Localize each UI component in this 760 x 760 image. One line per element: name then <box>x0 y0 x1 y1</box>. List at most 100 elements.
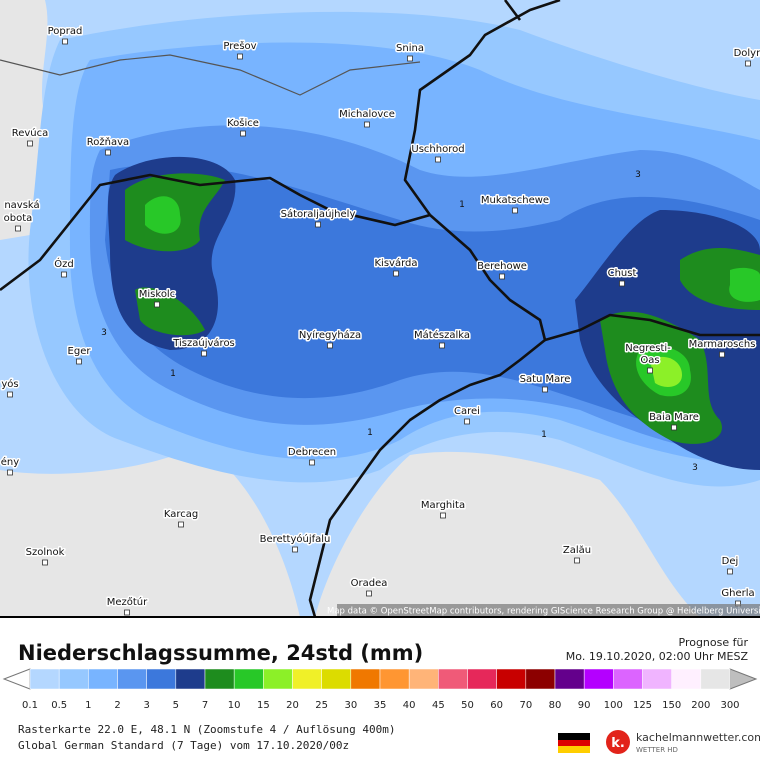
contour-label: 3 <box>692 463 698 473</box>
city-label: Michalovce <box>339 109 395 120</box>
precip-area <box>600 248 760 444</box>
colorbar-label: 1 <box>85 700 91 711</box>
city-marker <box>499 273 505 280</box>
city-marker <box>745 60 751 67</box>
colorbar-step <box>350 668 381 690</box>
city-marker <box>619 280 625 287</box>
city-marker <box>7 469 13 476</box>
city-marker <box>105 149 111 156</box>
city-marker <box>671 424 677 431</box>
tagline: WETTER HD <box>636 746 678 754</box>
colorbar-label: 5 <box>173 700 179 711</box>
city-label: Uschhorod <box>411 144 464 155</box>
city-label: Berehowe <box>477 261 527 272</box>
colorbar-label: 25 <box>315 700 328 711</box>
colorbar-step <box>583 668 614 690</box>
border <box>0 173 431 292</box>
city-label: Szolnok <box>26 547 65 558</box>
colorbar-step <box>58 668 89 690</box>
city-label: Dolyn <box>734 48 760 59</box>
colorbar-step <box>146 668 177 690</box>
contour-label: 1 <box>541 430 547 440</box>
land-no-rain <box>0 445 300 617</box>
contour-label: 1 <box>459 200 465 210</box>
city-marker <box>154 301 160 308</box>
city-label: Marmaroschs <box>689 339 756 350</box>
city-marker <box>364 121 370 128</box>
flag-stripe <box>558 740 590 746</box>
city-label: Gherla <box>721 588 754 599</box>
city-marker <box>27 140 33 147</box>
city-label: Sátoraljaújhely <box>281 208 356 220</box>
colorbar-label: 200 <box>691 700 710 711</box>
colorbar-label: 80 <box>549 700 562 711</box>
german-flag <box>558 733 590 753</box>
city-marker <box>62 38 68 45</box>
city-label: Poprad <box>48 26 83 37</box>
colorbar-step <box>642 668 672 690</box>
colorbar-step <box>175 668 206 690</box>
city-marker <box>512 207 518 214</box>
border <box>403 0 561 216</box>
city-label: Mukatschewe <box>481 195 549 206</box>
city-marker <box>727 568 733 575</box>
city-label: Tiszaújváros <box>172 337 235 349</box>
colorbar-step <box>613 668 643 690</box>
city-marker <box>124 609 130 616</box>
city-marker <box>435 156 441 163</box>
city-label: Oradea <box>351 578 388 589</box>
colorbar-step <box>292 668 322 690</box>
city-label: yós <box>1 378 18 390</box>
city-label: Satu Mare <box>520 374 571 385</box>
colorbar-step <box>321 668 352 690</box>
city-label: Oas <box>640 355 659 366</box>
colorbar-arrow <box>729 668 758 690</box>
colorbar-label: 35 <box>374 700 387 711</box>
city-marker <box>574 557 580 564</box>
city-label: Berettyóújfalu <box>260 533 331 545</box>
colorbar-label: 60 <box>490 700 503 711</box>
city-marker <box>327 342 333 349</box>
city-label: Chust <box>608 268 637 279</box>
contour-label: 1 <box>170 369 176 379</box>
logo-letter: k. <box>611 736 625 751</box>
city-marker <box>292 546 298 553</box>
city-marker <box>407 55 413 62</box>
city-marker <box>201 350 207 357</box>
city-marker <box>7 391 13 398</box>
colorbar-label: 125 <box>633 700 652 711</box>
colorbar-step <box>233 668 264 690</box>
colorbar-label: 70 <box>519 700 532 711</box>
city-label: Snina <box>396 43 424 54</box>
colorbar-step <box>671 668 702 690</box>
city-marker <box>719 351 725 358</box>
colorbar-label: 40 <box>403 700 416 711</box>
city-label: Carei <box>454 406 480 417</box>
border <box>503 0 522 21</box>
colorbar-step <box>263 668 293 690</box>
city-label: Košice <box>227 117 259 129</box>
city-label: Karcag <box>164 509 198 520</box>
city-label: Revúca <box>12 127 49 139</box>
logo <box>606 730 630 754</box>
city-label: Nyíregyháza <box>299 329 361 341</box>
contour-label: 3 <box>101 328 107 338</box>
colorbar-step <box>496 668 527 690</box>
city-label: Mátészalka <box>414 329 470 341</box>
colorbar-label: 150 <box>662 700 681 711</box>
city-marker <box>542 386 548 393</box>
city-label: Eger <box>68 346 92 357</box>
city-label: Zalău <box>563 545 591 556</box>
colorbar-label: 15 <box>257 700 270 711</box>
precip-area <box>650 356 682 387</box>
city-label: Marghita <box>421 500 465 511</box>
model-info: Global German Standard (7 Tage) vom 17.1… <box>18 739 349 752</box>
city-label: navská <box>4 199 39 211</box>
colorbar-step <box>554 668 585 690</box>
forecast-time: Mo. 19.10.2020, 02:00 Uhr MESZ <box>566 650 749 663</box>
colorbar-arrow <box>2 668 31 690</box>
precip-area <box>145 196 181 234</box>
city-marker <box>440 512 446 519</box>
flag-stripe <box>558 733 590 740</box>
colorbar-label: 7 <box>202 700 208 711</box>
